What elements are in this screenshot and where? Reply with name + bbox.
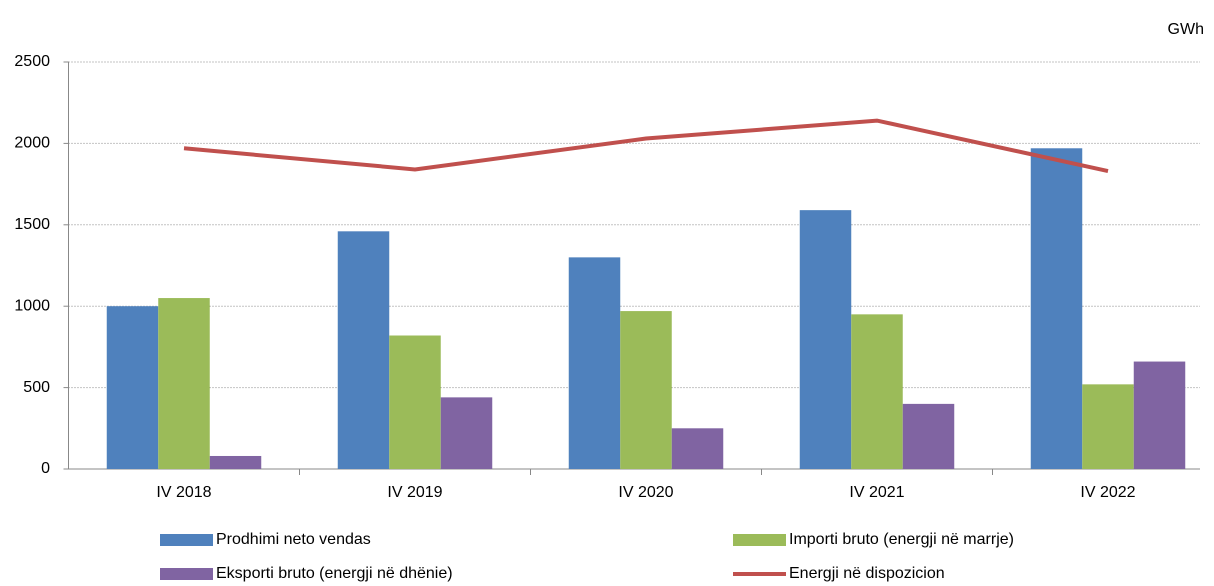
y-tick-label: 1500	[14, 216, 50, 233]
line	[183, 118, 1109, 174]
legend-label: Eksporti bruto (energji në dhënie)	[216, 565, 453, 582]
y-tick-label: 0	[41, 460, 50, 477]
legend-swatch	[160, 534, 213, 546]
x-tick-label: IV 2018	[156, 484, 211, 501]
legend-label: Importi bruto (energji në marrje)	[789, 531, 1014, 548]
x-tick-label: IV 2021	[849, 484, 904, 501]
bar	[902, 403, 955, 469]
y-tick-label: 500	[23, 379, 50, 396]
bar	[799, 210, 852, 469]
bar	[851, 314, 903, 469]
bar	[106, 306, 159, 469]
legend-swatch	[733, 534, 786, 546]
bar	[209, 455, 262, 469]
bar	[620, 311, 672, 469]
y-tick-label: 1000	[14, 297, 50, 314]
unit-label: GWh	[1168, 21, 1204, 38]
y-tick-label: 2000	[14, 135, 50, 152]
legend-label: Prodhimi neto vendas	[216, 531, 371, 548]
legend-label: Energji në dispozicion	[789, 565, 945, 582]
bar	[158, 298, 210, 469]
x-tick-label: IV 2022	[1080, 484, 1135, 501]
bar	[671, 428, 724, 469]
x-tick-label: IV 2019	[387, 484, 442, 501]
bar	[1133, 361, 1186, 469]
y-tick-label: 2500	[14, 53, 50, 70]
bar	[337, 231, 390, 469]
bar	[1030, 148, 1083, 469]
x-tick-label: IV 2020	[618, 484, 673, 501]
bar	[568, 257, 621, 469]
bar	[440, 397, 493, 469]
bar	[389, 335, 441, 469]
bar	[1082, 384, 1134, 469]
legend-swatch	[160, 568, 213, 580]
